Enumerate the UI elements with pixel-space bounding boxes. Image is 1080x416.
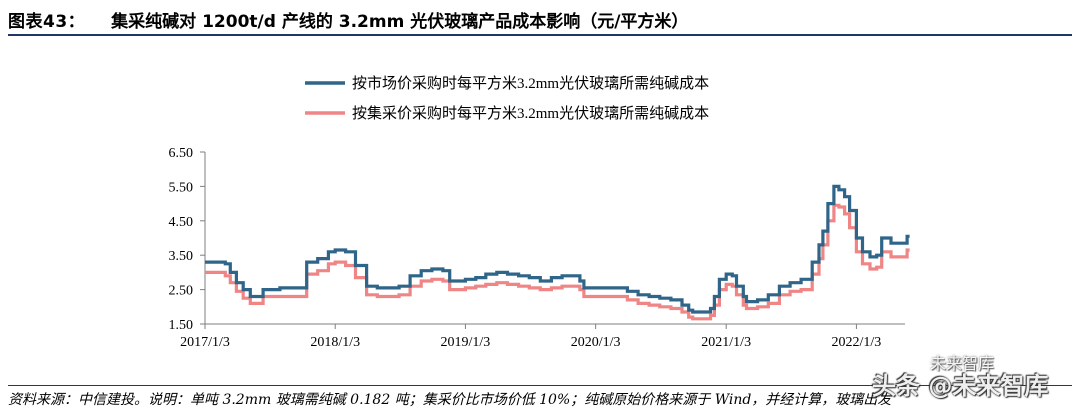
y-tick-label: 6.50	[169, 146, 194, 161]
figure-label: 图表43：	[8, 11, 86, 32]
legend-label: 按市场价采购时每平方米3.2mm光伏玻璃所需纯碱成本	[352, 75, 709, 92]
y-tick-label: 1.50	[169, 318, 194, 333]
y-tick-label: 5.50	[169, 180, 194, 195]
y-axis: 6.50 5.50 4.50 3.50 2.50 1.50	[169, 146, 206, 333]
x-tick-label: 2021/1/3	[701, 335, 751, 350]
source-note: 资料来源：中信建投。说明：单吨 3.2mm 玻璃需纯碱 0.182 吨；集采价比…	[8, 392, 892, 408]
series-line-market-price	[205, 184, 910, 314]
footer-divider	[8, 385, 1072, 386]
watermark-account: 头条 @未来智库	[872, 372, 1049, 400]
y-tick-label: 2.50	[169, 284, 194, 299]
y-tick-label: 4.50	[169, 215, 194, 230]
x-tick-label: 2019/1/3	[441, 335, 491, 350]
watermark-brand: 未来智库	[930, 354, 995, 373]
x-tick-label: 2020/1/3	[571, 335, 621, 350]
title-divider	[8, 34, 1072, 36]
figure-title: 集采纯碱对 1200t/d 产线的 3.2mm 光伏玻璃产品成本影响（元/平方米…	[111, 11, 689, 32]
y-tick-label: 3.50	[169, 249, 194, 264]
chart-container: 按市场价采购时每平方米3.2mm光伏玻璃所需纯碱成本 按集采价采购时每平方米3.2…	[0, 40, 1080, 360]
x-tick-label: 2022/1/3	[832, 335, 882, 350]
x-tick-label: 2018/1/3	[310, 335, 360, 350]
legend-label: 按集采价采购时每平方米3.2mm光伏玻璃所需纯碱成本	[352, 105, 709, 122]
series-line-collective-price	[205, 203, 910, 321]
x-axis: 2017/1/3 2018/1/3 2019/1/3 2020/1/3 2021/1/3…	[180, 323, 905, 350]
x-tick-label: 2017/1/3	[180, 335, 230, 350]
figure-title-bar: 图表43： 集采纯碱对 1200t/d 产线的 3.2mm 光伏玻璃产品成本影响…	[8, 6, 1072, 32]
plot-area	[205, 184, 910, 321]
chart-legend: 按市场价采购时每平方米3.2mm光伏玻璃所需纯碱成本按集采价采购时每平方米3.2…	[305, 75, 709, 122]
line-chart: 按市场价采购时每平方米3.2mm光伏玻璃所需纯碱成本按集采价采购时每平方米3.2…	[169, 75, 910, 350]
